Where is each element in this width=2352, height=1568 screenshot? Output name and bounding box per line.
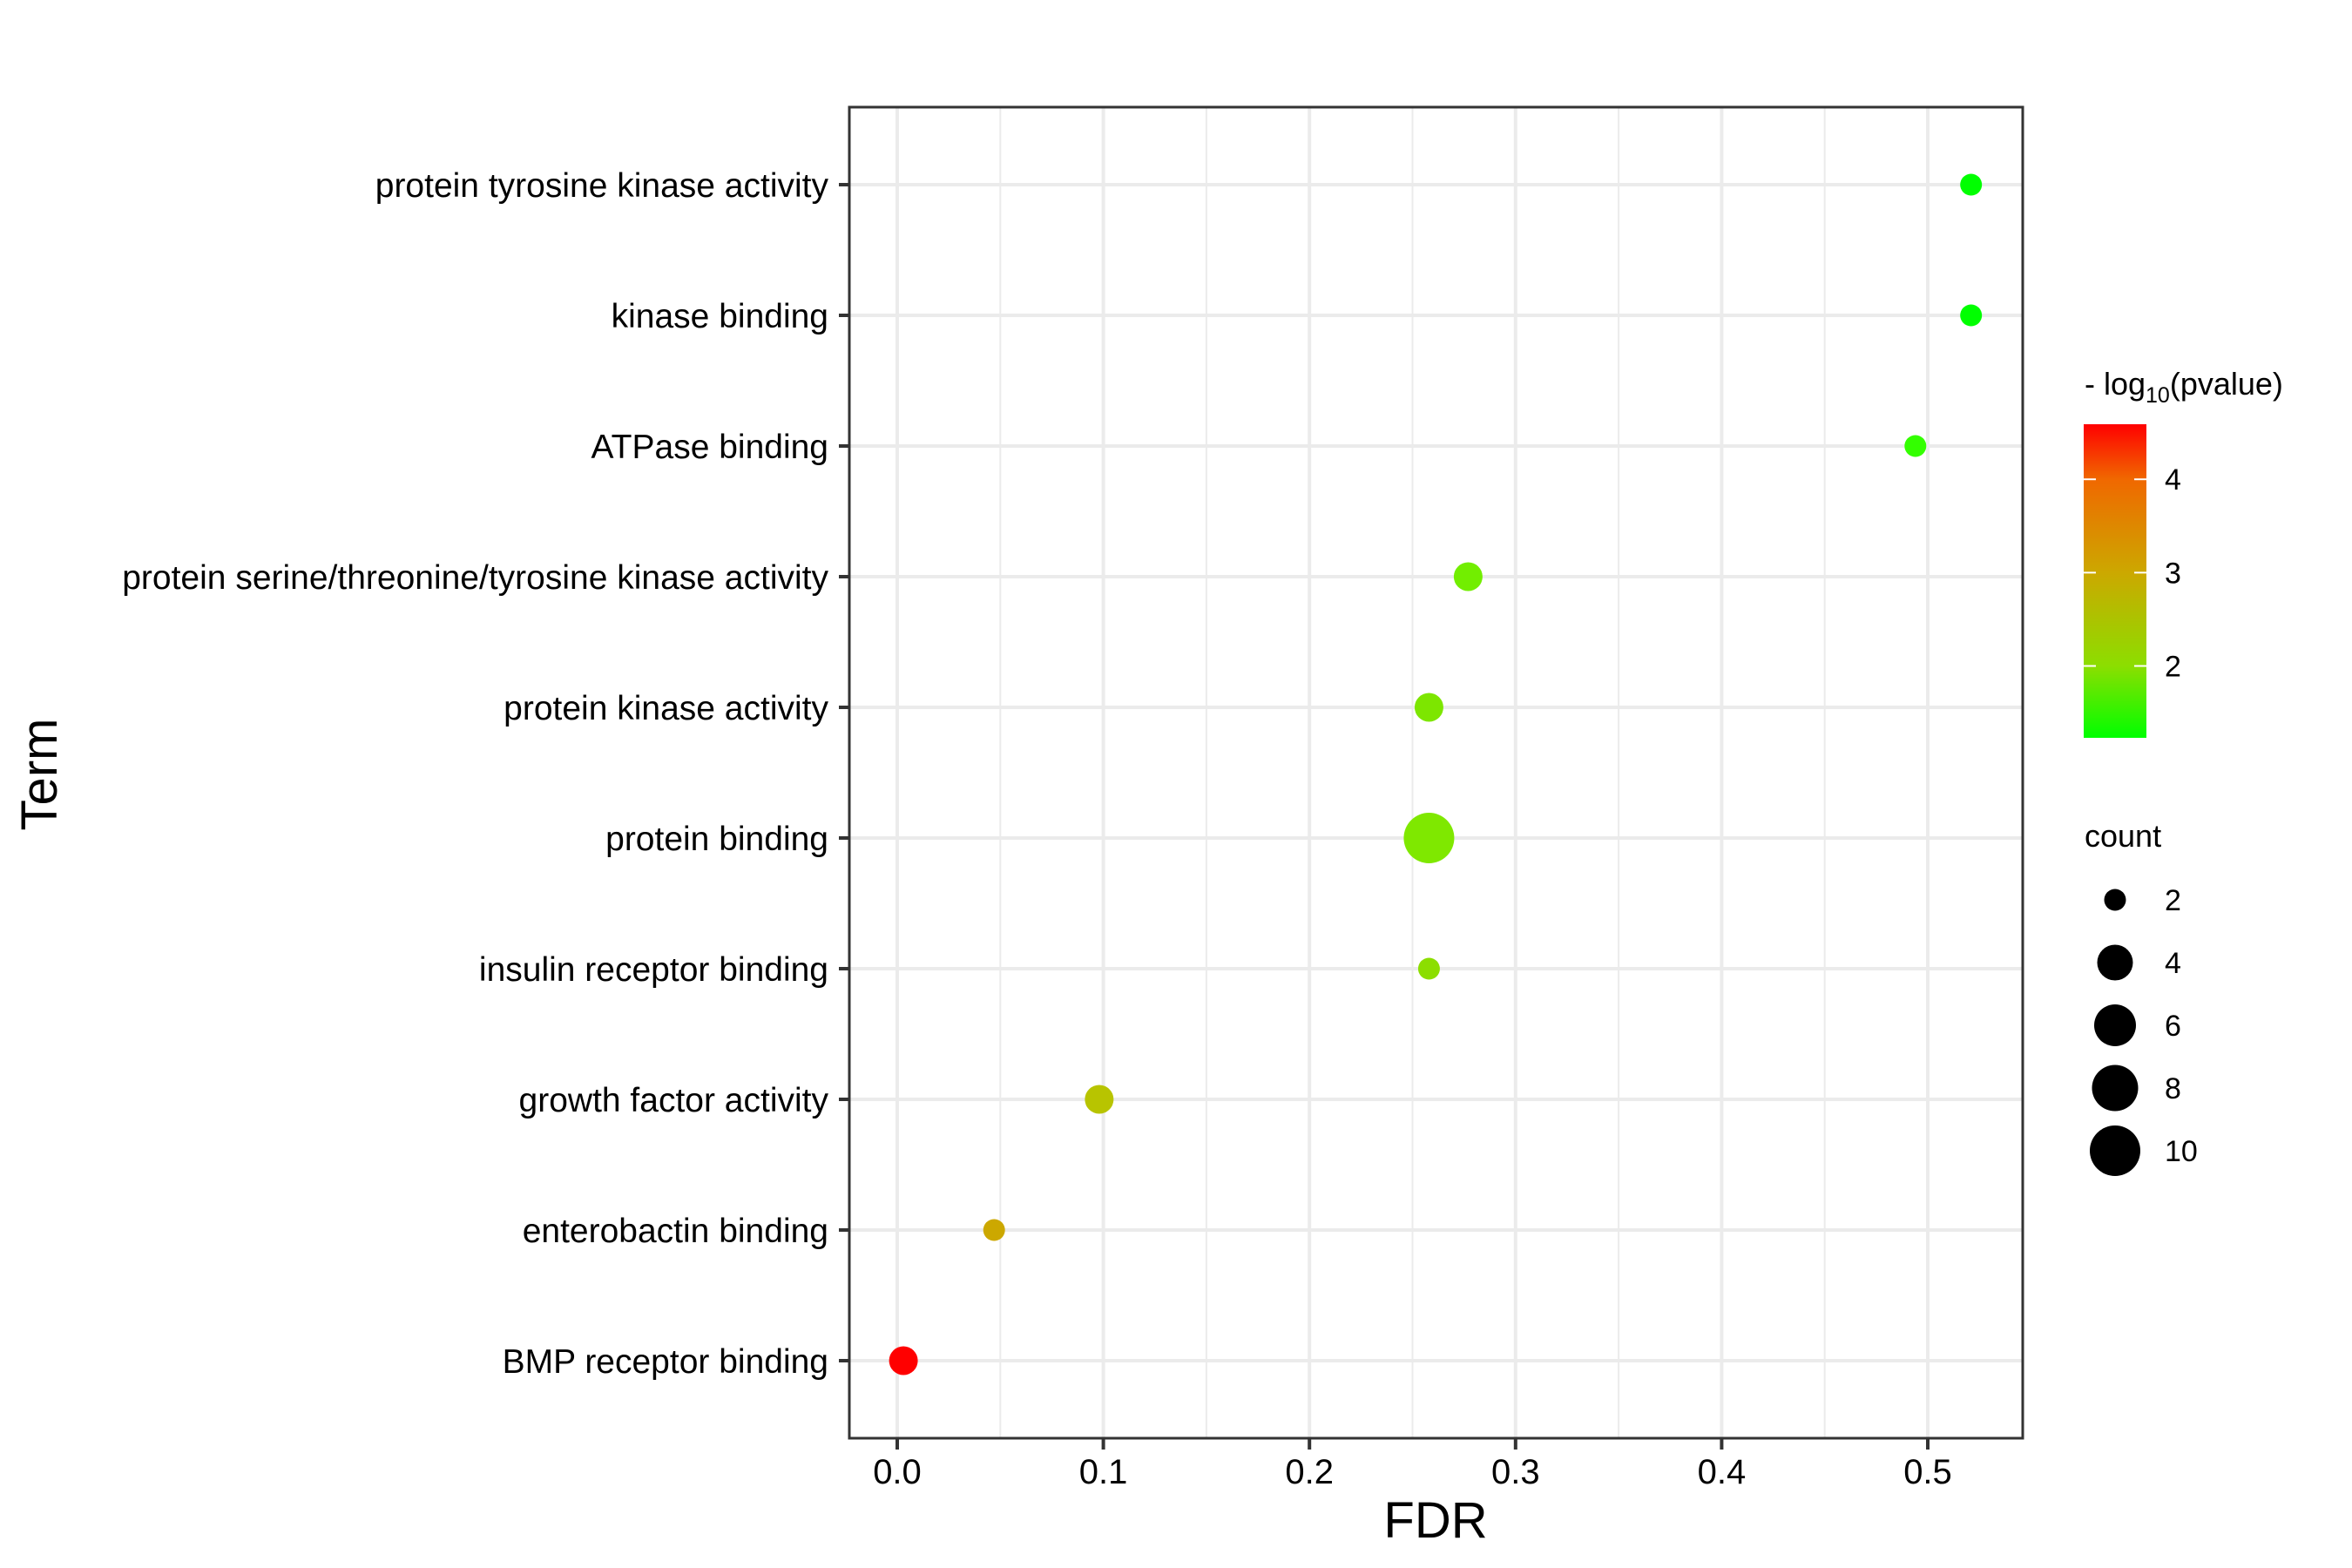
size-legend-title: count [2085, 818, 2161, 854]
data-point [983, 1219, 1005, 1241]
colorbar-tick-label: 3 [2165, 557, 2181, 590]
size-legend-key [2090, 1125, 2140, 1176]
data-point [1960, 304, 1983, 327]
data-points [889, 173, 1983, 1375]
grid-lines [849, 107, 2023, 1438]
data-point [1403, 813, 1455, 863]
y-axis-title: Term [11, 719, 68, 831]
y-tick-label: protein serine/threonine/tyrosine kinase… [122, 559, 828, 597]
y-axis: protein tyrosine kinase activity kinase b… [122, 167, 849, 1381]
size-legend-label: 2 [2165, 884, 2181, 917]
size-legend: count 2 4 6 8 10 [2085, 818, 2198, 1176]
size-legend-key [2094, 1004, 2136, 1046]
y-tick-label: insulin receptor binding [479, 951, 828, 989]
size-legend-label: 6 [2165, 1010, 2181, 1043]
size-legend-key [2097, 944, 2133, 981]
data-point [1417, 957, 1440, 980]
y-tick-label: ATPase binding [591, 429, 828, 466]
plot-panel [848, 105, 2024, 1440]
x-tick-label: 0.2 [1285, 1453, 1334, 1491]
y-tick-label: protein kinase activity [504, 690, 828, 727]
size-legend-key [2092, 1064, 2139, 1112]
x-tick-label: 0.1 [1079, 1453, 1128, 1491]
y-tick-label: BMP receptor binding [503, 1343, 828, 1381]
data-point [1453, 562, 1483, 591]
colorbar-ticks: 2 3 4 [2084, 463, 2181, 684]
y-tick-label: protein tyrosine kinase activity [375, 167, 829, 205]
colorbar [2084, 424, 2146, 738]
data-point [1904, 435, 1927, 457]
x-tick-label: 0.5 [1903, 1453, 1952, 1491]
size-legend-key [2104, 889, 2126, 911]
y-tick-label: kinase binding [612, 298, 828, 335]
color-legend: - log10(pvalue) 2 3 4 [2084, 366, 2283, 738]
data-point [889, 1346, 918, 1375]
size-legend-keys: 2 4 6 8 10 [2090, 884, 2198, 1176]
colorbar-tick-label: 2 [2165, 651, 2181, 684]
y-tick-label: growth factor activity [519, 1082, 829, 1119]
color-legend-title: - log10(pvalue) [2085, 366, 2283, 408]
colorbar-tick-label: 4 [2165, 463, 2181, 497]
x-tick-label: 0.0 [873, 1453, 922, 1491]
size-legend-label: 10 [2165, 1135, 2198, 1168]
size-legend-label: 4 [2165, 947, 2181, 980]
x-tick-label: 0.4 [1698, 1453, 1747, 1491]
x-axis: 0.0 0.1 0.2 0.3 0.4 0.5 [873, 1438, 1952, 1491]
size-legend-label: 8 [2165, 1072, 2181, 1105]
y-tick-label: enterobactin binding [523, 1213, 828, 1250]
data-point [1085, 1085, 1114, 1114]
x-axis-title: FDR [1383, 1492, 1487, 1549]
x-tick-label: 0.3 [1491, 1453, 1540, 1491]
data-point [1960, 173, 1983, 196]
y-tick-label: protein binding [605, 821, 828, 858]
data-point [1414, 693, 1443, 722]
